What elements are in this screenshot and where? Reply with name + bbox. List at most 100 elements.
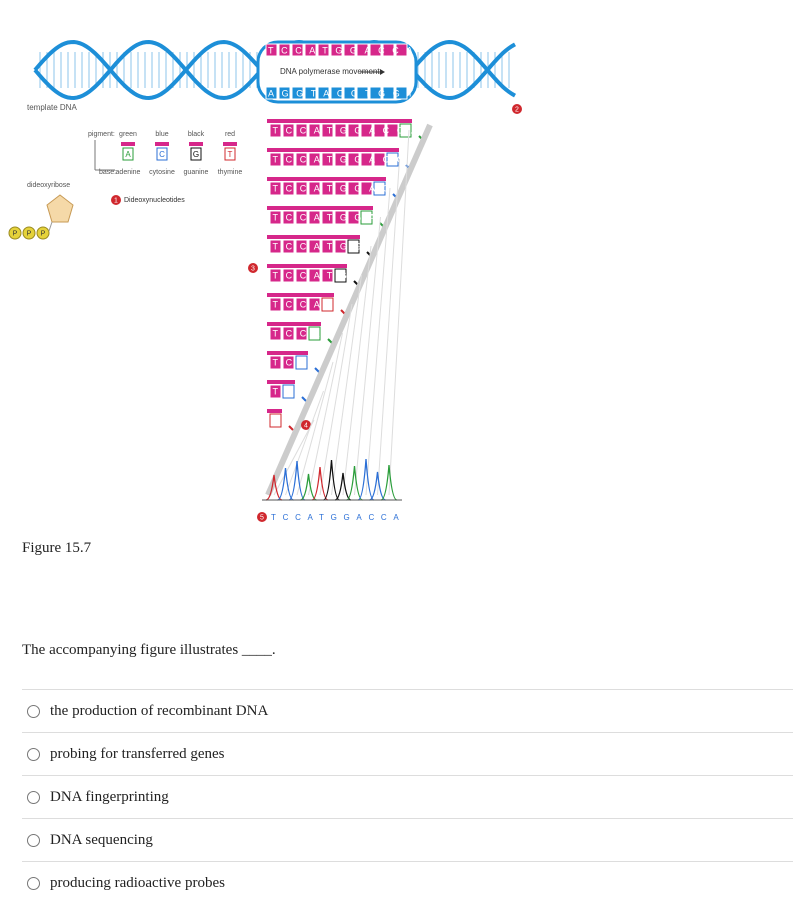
fragment-tick — [327, 338, 333, 344]
lane-line — [342, 245, 372, 496]
radio-button[interactable] — [27, 704, 40, 718]
phosphate-letter: P — [27, 230, 32, 237]
key-letter: A — [125, 150, 131, 159]
base-box — [330, 43, 343, 57]
peak — [277, 467, 294, 501]
fragment-tick — [288, 425, 294, 431]
fragment-box — [321, 297, 334, 312]
options: the production of recombinant DNA probing… — [22, 689, 793, 904]
step-number: 1 — [114, 197, 118, 204]
answer-option[interactable]: producing radioactive probes — [22, 861, 793, 904]
fragment-box — [295, 268, 308, 283]
fragment-box — [269, 123, 282, 138]
fragment-box — [321, 210, 334, 225]
base-box — [304, 43, 317, 57]
strand-sequence: AGGTACCTGGT — [268, 88, 420, 98]
fragment-sequence: TCCA — [273, 328, 328, 338]
fragment-bar — [267, 322, 321, 326]
fragment-box — [282, 181, 295, 196]
fragment-box — [295, 297, 308, 312]
base-box — [395, 43, 408, 57]
fragment-box — [399, 123, 412, 138]
dideoxy-label: Dideoxynucleotides — [124, 197, 185, 204]
step-number: 4 — [304, 422, 308, 429]
option-text: DNA fingerprinting — [50, 788, 169, 805]
fragment-box — [269, 326, 282, 341]
answer-option[interactable]: DNA sequencing — [22, 818, 793, 861]
pigment-name: black — [188, 131, 205, 138]
base-box — [369, 43, 382, 57]
fragment-bar — [267, 235, 360, 239]
fragment-box — [386, 152, 399, 167]
fragment-box — [321, 268, 334, 283]
fragment-box — [334, 152, 347, 167]
fragment-box — [321, 239, 334, 254]
fragment-box — [360, 210, 373, 225]
option-text: probing for transferred genes — [50, 745, 225, 762]
lane-line — [377, 158, 400, 496]
fragment-box — [347, 210, 360, 225]
peak — [334, 472, 352, 501]
pigment-label: pigment: — [88, 131, 115, 138]
fragment-bar — [267, 409, 282, 413]
fragment-box — [295, 326, 308, 341]
base-box — [343, 86, 356, 100]
fragment-box — [269, 297, 282, 312]
key-box — [190, 147, 202, 161]
fragment-box — [282, 384, 295, 399]
radio-button[interactable] — [27, 833, 40, 847]
fragment-box — [334, 181, 347, 196]
radio-button[interactable] — [27, 790, 40, 804]
answer-option[interactable]: DNA fingerprinting — [22, 775, 793, 818]
phosphate — [36, 226, 50, 240]
option-text: the production of recombinant DNA — [50, 702, 269, 719]
lane-line — [365, 187, 391, 496]
lane-line — [296, 361, 334, 496]
step-marker — [257, 512, 267, 522]
fragment-box — [282, 355, 295, 370]
fragment-box — [269, 152, 282, 167]
fragment-box — [269, 384, 282, 399]
lane-line — [331, 274, 362, 496]
fragment-sequence: T — [273, 415, 286, 425]
base-box — [356, 86, 369, 100]
radio-button[interactable] — [27, 747, 40, 761]
answer-option[interactable]: probing for transferred genes — [22, 732, 793, 775]
fragment-sequence: TCCATGGAC — [273, 183, 397, 193]
fragment-box — [295, 181, 308, 196]
base-box — [356, 43, 369, 57]
fragment-box — [308, 297, 321, 312]
arrow-head — [380, 69, 385, 75]
fragment-box — [269, 413, 282, 428]
base-name: guanine — [184, 169, 209, 176]
key-letter: G — [193, 150, 199, 159]
base-box — [330, 86, 343, 100]
fragment-box — [347, 123, 360, 138]
base-box — [317, 86, 330, 100]
fragment-box — [308, 210, 321, 225]
fragment-box — [347, 181, 360, 196]
fragment-box — [373, 152, 386, 167]
fragment-tick — [301, 396, 307, 402]
base-box — [395, 86, 408, 100]
fragment-box — [308, 239, 321, 254]
fragment-box — [282, 326, 295, 341]
radio-button[interactable] — [27, 876, 40, 890]
phosphate — [8, 226, 22, 240]
fragment-box — [269, 210, 282, 225]
step-number: 5 — [260, 514, 264, 521]
answer-option[interactable]: the production of recombinant DNA — [22, 689, 793, 732]
lane-line — [388, 129, 410, 496]
option-text: DNA sequencing — [50, 831, 153, 848]
fragment-box — [321, 123, 334, 138]
base-box — [317, 43, 330, 57]
fragment-box — [373, 181, 386, 196]
peak — [323, 459, 340, 501]
fragment-box — [334, 123, 347, 138]
fragment-box — [308, 123, 321, 138]
fragment-box — [321, 152, 334, 167]
fragment-box — [282, 239, 295, 254]
lane-line — [354, 216, 381, 496]
fragment-box — [295, 152, 308, 167]
